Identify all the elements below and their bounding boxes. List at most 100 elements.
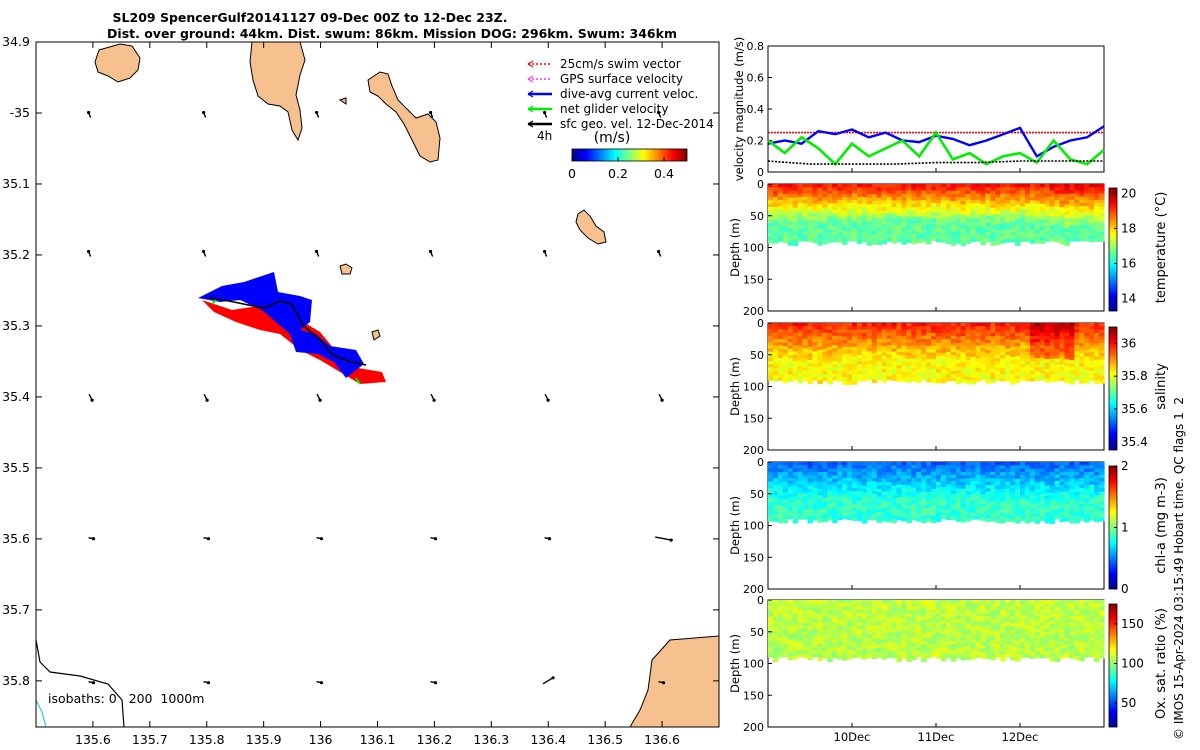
section-cell [792, 348, 799, 353]
section-cell [990, 194, 996, 199]
section-cell [881, 603, 888, 608]
section-cell [975, 348, 981, 353]
section-cell [1074, 196, 1080, 201]
section-cell [827, 516, 833, 521]
section-cell [777, 495, 784, 500]
section-cell [940, 209, 947, 214]
section-cell [807, 187, 813, 191]
section-cell [1044, 619, 1051, 623]
section-cell [940, 647, 947, 652]
section-cell [861, 377, 868, 382]
section-cell [842, 613, 848, 618]
section-cell [802, 342, 809, 346]
section-cell [936, 228, 942, 233]
section-cell [1064, 484, 1070, 489]
section-cell [807, 228, 813, 233]
section-cell [822, 213, 828, 218]
section-cell [1064, 352, 1070, 357]
section-cell [1089, 491, 1095, 495]
section-cell [901, 207, 907, 212]
section-cell [847, 228, 853, 232]
section-cell [921, 492, 927, 497]
section-cell [916, 511, 922, 515]
section-cell [1054, 348, 1061, 353]
section-cell [1029, 210, 1036, 215]
section-cell [896, 219, 902, 223]
section-cell [995, 498, 1001, 503]
section-cell [777, 653, 784, 658]
section-cell [1064, 372, 1070, 377]
section-cell [1079, 475, 1085, 479]
section-cell [807, 492, 813, 497]
section-cell [832, 619, 838, 623]
section-cell [852, 326, 858, 331]
section-cell [856, 326, 863, 330]
section-cell [950, 481, 957, 485]
section-cell [792, 492, 799, 497]
section-cell [1005, 615, 1011, 620]
section-cell [777, 512, 784, 517]
section-cell [782, 239, 789, 244]
section-cell [802, 487, 809, 492]
section-cell [1005, 491, 1011, 496]
section-cell [1010, 472, 1016, 476]
section-cell [787, 506, 794, 510]
section-cell [1094, 349, 1100, 354]
section-cell [772, 651, 779, 656]
section-cell [871, 491, 878, 495]
section-cell [772, 197, 779, 201]
section-cell [777, 625, 784, 630]
section-cell [990, 510, 996, 515]
section-cell [916, 372, 922, 377]
section-cell [1000, 654, 1006, 659]
section-cell [901, 329, 907, 334]
section-cell [802, 603, 809, 607]
section-cell [940, 515, 947, 520]
section-cell [802, 609, 809, 614]
section-cell [817, 204, 823, 209]
section-cell [1015, 184, 1021, 188]
section-cell [940, 484, 947, 488]
section-cell [955, 635, 962, 640]
section-cell [1059, 367, 1065, 372]
section-cell [1024, 462, 1031, 466]
section-cell [852, 343, 858, 348]
section-cell [807, 196, 813, 201]
section-cell [940, 474, 947, 479]
section-cell [842, 471, 848, 476]
section-cell [1010, 630, 1016, 634]
section-cell [782, 336, 789, 341]
section-cell [995, 354, 1001, 359]
section-cell [1029, 335, 1036, 340]
section-cell [871, 220, 878, 225]
geo-vector-head [318, 398, 322, 402]
section-cell [827, 235, 833, 240]
section-cell [980, 655, 986, 659]
section-cell [768, 622, 774, 626]
section-cell [1015, 201, 1021, 205]
section-cell [970, 635, 977, 640]
section-cell [1059, 518, 1065, 523]
section-cell [797, 631, 804, 636]
section-cell [1005, 622, 1011, 626]
section-cell [777, 354, 784, 359]
section-cell [891, 619, 897, 624]
section-cell [911, 213, 917, 218]
section-cell [896, 232, 902, 236]
section-cell [1039, 487, 1046, 492]
section-cell [1020, 342, 1026, 346]
section-cell [1024, 478, 1031, 483]
section-cell [847, 363, 853, 368]
section-cell [827, 497, 833, 502]
section-cell [1034, 187, 1041, 192]
section-cell [1029, 609, 1036, 614]
section-cell [1059, 609, 1065, 614]
section-cell [921, 603, 927, 608]
section-cell [901, 629, 907, 633]
section-cell [1079, 488, 1085, 492]
section-cell [1029, 465, 1036, 470]
section-cell [945, 509, 952, 514]
section-cell [1015, 194, 1021, 199]
section-cell [777, 190, 784, 195]
section-cell [1015, 326, 1021, 331]
